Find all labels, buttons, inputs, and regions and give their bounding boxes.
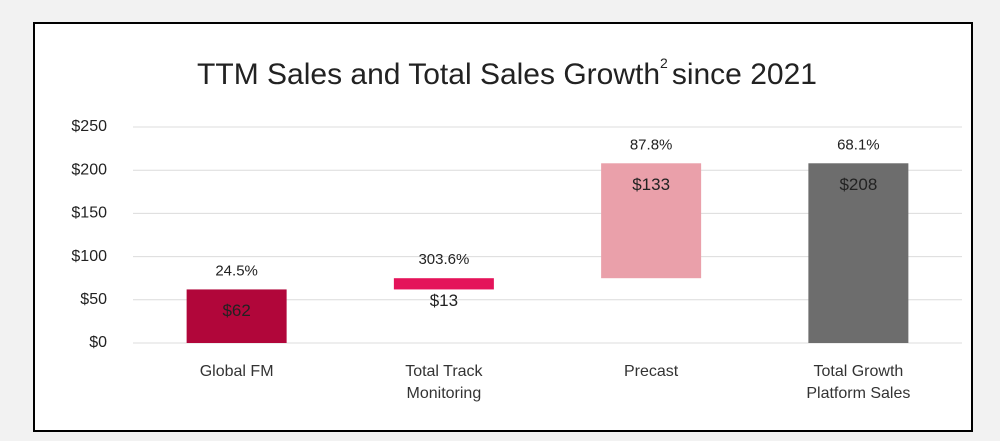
x-tick-label: Total Track Monitoring	[405, 363, 483, 402]
value-label: $208	[839, 175, 877, 194]
bar	[808, 163, 909, 343]
chart-title: TTM Sales and Total Sales Growth2 since 2…	[197, 55, 817, 91]
value-label: $13	[430, 291, 458, 310]
x-tick-label: Precast	[624, 363, 679, 380]
x-tick-label: Total Growth Platform Sales	[806, 363, 911, 402]
bar	[393, 278, 494, 290]
growth-label: 24.5%	[215, 262, 258, 279]
title-suffix: since 2021	[672, 58, 817, 91]
value-label: $62	[222, 301, 250, 320]
growth-label: 68.1%	[837, 136, 880, 153]
title-main: TTM Sales and Total Sales Growth	[197, 58, 660, 91]
y-tick-label: $150	[71, 205, 107, 222]
bar	[601, 163, 702, 279]
y-tick-label: $250	[71, 118, 107, 135]
value-label: $133	[632, 175, 670, 194]
title-footnote: 2	[660, 55, 668, 71]
bar	[186, 289, 287, 343]
y-tick-label: $100	[71, 248, 107, 265]
growth-label: 303.6%	[418, 251, 469, 268]
growth-label: 87.8%	[630, 136, 673, 153]
y-tick-label: $50	[80, 291, 107, 308]
y-tick-label: $200	[71, 161, 107, 178]
x-tick-label: Global FM	[199, 363, 274, 380]
y-tick-label: $0	[89, 334, 107, 351]
